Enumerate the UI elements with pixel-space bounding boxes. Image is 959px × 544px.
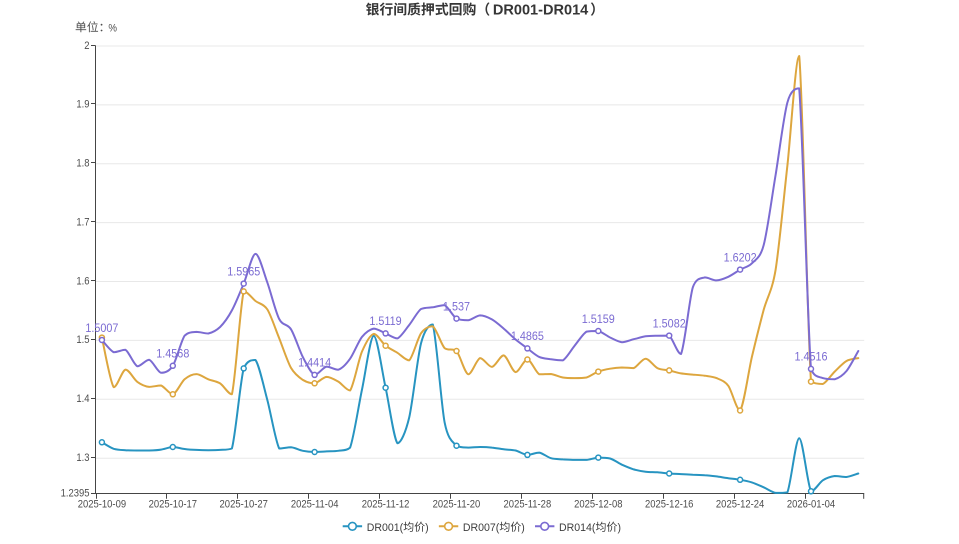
svg-text:1.4516: 1.4516	[794, 351, 827, 363]
svg-text:1.5159: 1.5159	[582, 314, 615, 326]
svg-text:1.6: 1.6	[76, 276, 89, 288]
svg-text:1.3: 1.3	[76, 452, 89, 464]
svg-text:1.8: 1.8	[76, 158, 89, 170]
svg-text:2025-11-12: 2025-11-12	[362, 499, 410, 511]
svg-text:1.5007: 1.5007	[85, 323, 118, 335]
svg-text:1.2395: 1.2395	[61, 488, 90, 500]
svg-text:1.5082: 1.5082	[653, 318, 686, 330]
svg-text:2025-10-09: 2025-10-09	[78, 499, 127, 511]
svg-text:2025-11-04: 2025-11-04	[291, 499, 339, 511]
svg-text:1.4865: 1.4865	[511, 331, 544, 343]
svg-text:2025-10-27: 2025-10-27	[220, 499, 269, 511]
svg-text:1.5119: 1.5119	[369, 316, 401, 328]
svg-text:): )	[425, 522, 429, 534]
svg-text:2025-11-28: 2025-11-28	[504, 499, 552, 511]
svg-text:2025-10-17: 2025-10-17	[149, 499, 198, 511]
svg-text:DR001-DR014: DR001-DR014	[493, 2, 589, 18]
svg-text:1.7: 1.7	[76, 217, 89, 229]
svg-text:1.4: 1.4	[76, 394, 89, 406]
svg-text:1.5: 1.5	[76, 335, 89, 347]
svg-text:1.4414: 1.4414	[298, 357, 331, 369]
svg-text:2025-11-20: 2025-11-20	[433, 499, 481, 511]
svg-text:%: %	[108, 23, 117, 35]
svg-text:1.6202: 1.6202	[724, 252, 757, 264]
svg-text:1.4568: 1.4568	[156, 348, 189, 360]
svg-text:2025-12-16: 2025-12-16	[645, 499, 694, 511]
svg-text:1.537: 1.537	[443, 301, 470, 313]
svg-text:1.9: 1.9	[76, 99, 89, 111]
svg-text:DR014(: DR014(	[559, 522, 596, 534]
svg-text:DR007(: DR007(	[463, 522, 500, 534]
svg-text:DR001(: DR001(	[367, 522, 404, 534]
svg-text:1.5965: 1.5965	[227, 266, 260, 278]
svg-text:2025-12-24: 2025-12-24	[716, 499, 765, 511]
svg-text:): )	[521, 522, 525, 534]
svg-text:2026-01-04: 2026-01-04	[787, 499, 836, 511]
svg-text:): )	[617, 522, 621, 534]
svg-text:2025-12-08: 2025-12-08	[574, 499, 623, 511]
svg-text:2: 2	[84, 40, 90, 52]
